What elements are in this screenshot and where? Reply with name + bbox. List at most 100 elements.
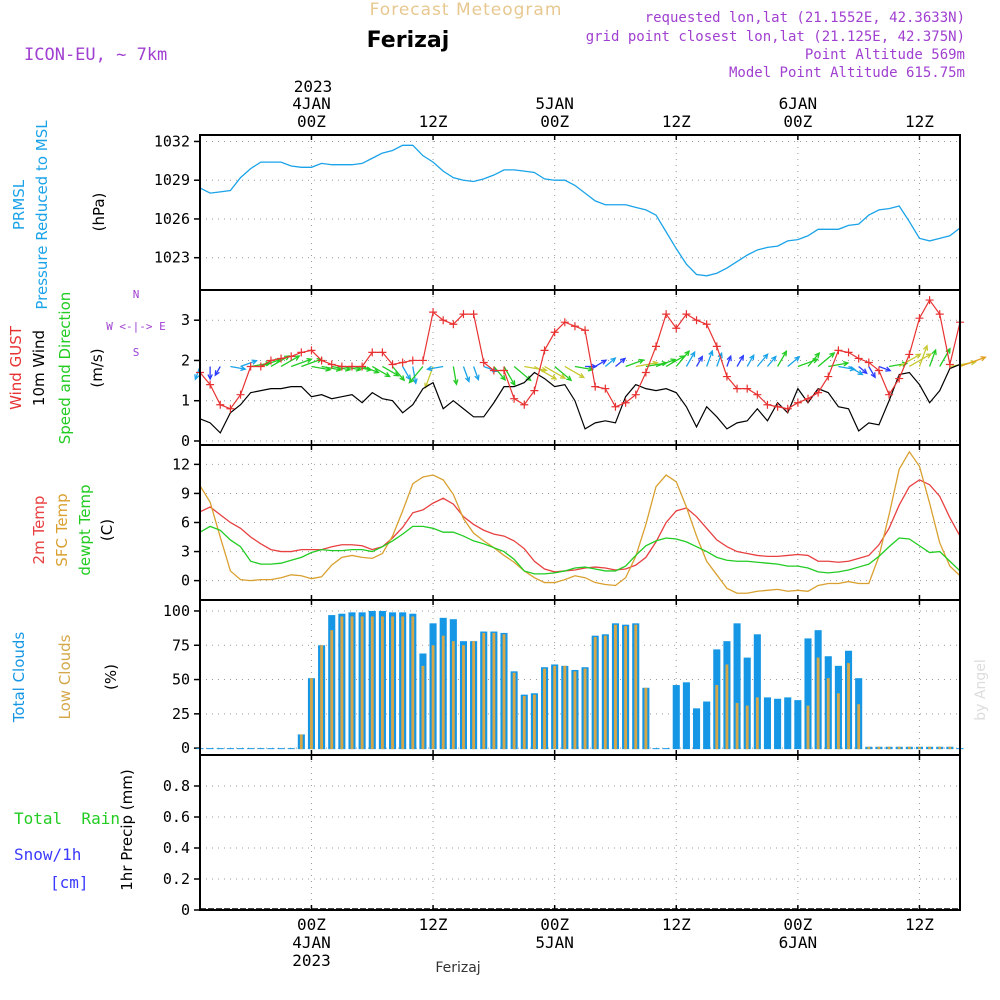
wind-vector-head [425,365,433,372]
sfc-temp-line [199,450,961,594]
gust-marker [368,348,377,357]
wind10m-line [199,363,961,434]
gust-marker [358,362,367,371]
panel-frame [199,754,961,911]
model-altitude: Model Point Altitude 615.75m [729,65,965,81]
gust-marker [277,354,286,363]
low-cloud-bar [745,705,749,750]
bottom-time-label: 4JAN [292,933,331,952]
wind-vector-head [726,354,732,362]
gust-marker [560,318,569,327]
low-cloud-bar [482,632,486,750]
gust-marker [804,394,812,403]
wind-vector-head [306,357,313,364]
wind-vector-head [207,374,213,381]
bottom-time-label: 00Z [540,915,569,934]
low-cloud-bar [553,665,557,750]
gust-marker [682,310,691,319]
wind10m-label: 10m Wind [30,330,48,406]
wind-vector-head [620,357,627,364]
wind-vector [706,350,713,367]
wind-vector [462,366,470,382]
wind-vector [848,365,863,376]
low-cloud-bar [512,672,516,750]
low-cloud-bar [563,665,567,750]
low-cloud-bar [299,734,303,750]
bottom-time-label: 5JAN [535,933,574,952]
gust-marker [327,360,336,369]
gust-marker [469,310,478,319]
gust-marker [702,320,711,329]
total-cloud-bar [247,748,255,750]
wind-vector-head [399,375,406,382]
y-tick-label: 2 [181,351,190,369]
gust-marker [611,402,620,411]
wind-vector [635,362,658,368]
wind-vector-head [781,350,788,357]
wind-vector [280,355,300,368]
chart-subtitle: Forecast Meteogram [370,0,563,20]
gust-marker [591,382,600,391]
sfc-temp-label: SFC Temp [53,493,71,566]
gust-marker [570,322,579,331]
total-cloud-bar [703,701,711,750]
wind-vector [797,358,818,368]
requested-coords: requested lon,lat (21.1552E, 42.3633N) [645,10,965,26]
gust-marker [631,390,640,399]
gust-marker [672,324,681,333]
gust-marker [550,328,559,337]
gust-marker [925,296,934,305]
gust-marker [388,360,397,369]
top-year: 2023 [294,77,333,96]
total-cloud-bar [774,698,782,750]
wind-vector-head [610,357,617,363]
low-cloud-bar [543,668,546,750]
wind-vector-head [638,358,645,365]
prmsl-long-label: Pressure Reduced to MSL [33,120,51,310]
low-cloud-bar [907,746,911,750]
temp2m-label: 2m Temp [30,496,48,565]
wind-vector [928,349,937,367]
top-time-label: 00Z [540,112,569,131]
panel1-labels: PRMSL Pressure Reduced to MSL (hPa) [10,120,108,310]
wind-vector [408,366,424,383]
y-tick-label: 0 [181,739,190,757]
wind-vector [828,362,849,368]
top-time-label: 00Z [297,112,326,131]
wind-vector-head [708,349,714,357]
wind-vector-head [762,353,769,360]
low-cloud-bar [391,616,394,750]
wind-vector-head [697,355,704,362]
wind-vector [564,365,585,379]
bottom-time-label: 00Z [783,915,812,934]
total-cloud-bar [743,657,751,750]
gust-marker [945,360,954,369]
wind-vector-head [474,374,480,382]
y-tick-label: 3 [181,311,190,329]
gust-marker [489,366,498,375]
gust-marker [692,316,701,325]
watermark: by Angel [973,659,989,720]
low-cloud-bar [380,616,384,750]
gust-marker [307,346,316,355]
gust-marker [905,350,914,359]
wind-vector [736,355,744,367]
wind-vector-head [980,356,987,362]
wind-vector [524,365,547,372]
wind-vector-head [794,355,801,362]
gust-marker [814,388,823,397]
wind-vector [382,365,399,377]
wind-vector [331,365,351,371]
compass-n: N [133,288,140,301]
total-cloud-bar [692,708,701,750]
gust-marker [530,386,539,395]
gust-marker [824,372,833,381]
gust-marker [885,390,894,399]
wind-vector [655,358,676,368]
low-cloud-bar [502,634,506,750]
low-cloud-bar [451,641,455,750]
wind-vector [777,351,787,367]
total-cloud-bar [277,748,285,750]
